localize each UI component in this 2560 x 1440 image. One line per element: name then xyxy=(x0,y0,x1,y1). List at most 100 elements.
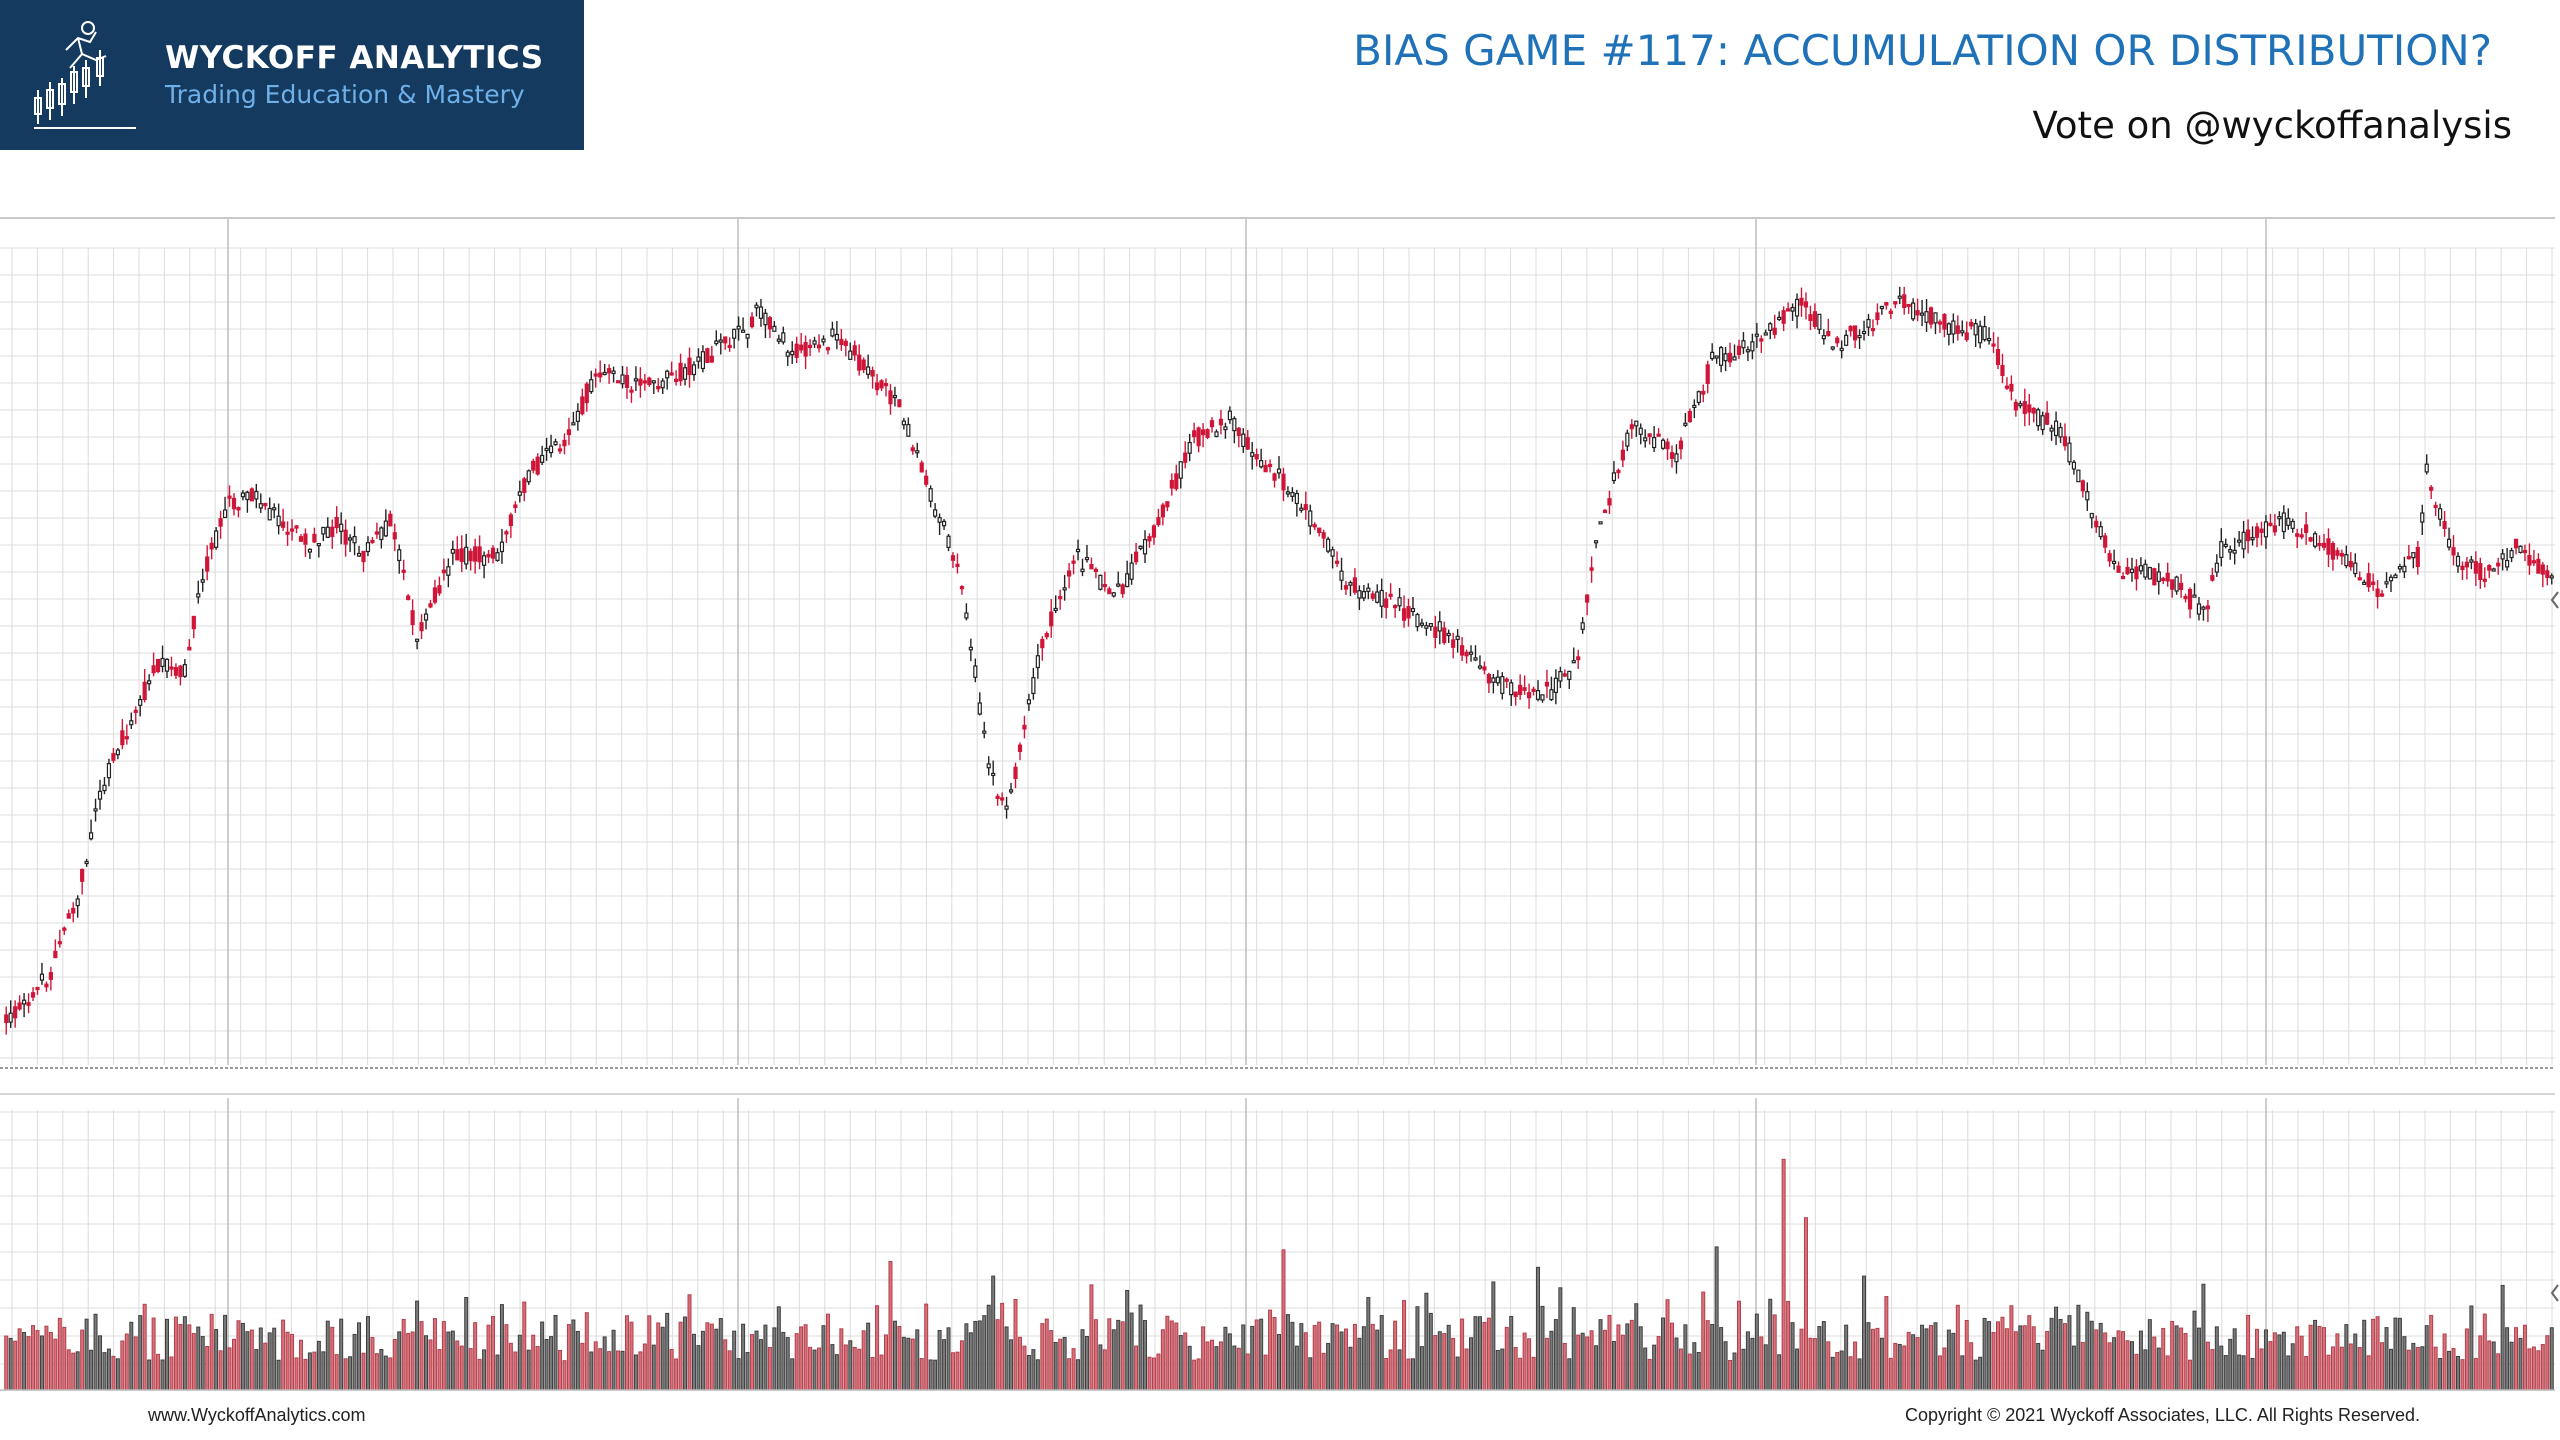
candle-body xyxy=(1357,590,1362,599)
candle-body xyxy=(1995,349,2001,366)
volume-bar xyxy=(629,1321,634,1391)
candle-body xyxy=(1410,607,1416,613)
candle-body xyxy=(2513,538,2519,549)
volume-bar xyxy=(1616,1324,1621,1391)
candle-body xyxy=(1705,364,1710,384)
volume-bar xyxy=(1022,1345,1027,1391)
volume-bar xyxy=(1594,1345,1599,1391)
volume-bar xyxy=(2040,1349,2045,1391)
candle-body xyxy=(1299,507,1304,511)
candle-body xyxy=(236,507,241,511)
candle-body xyxy=(772,325,777,332)
volume-bar xyxy=(1169,1320,1174,1391)
volume-bar xyxy=(1745,1331,1750,1391)
candle-body xyxy=(1777,316,1782,321)
volume-bar xyxy=(624,1315,629,1391)
candle-body xyxy=(910,447,915,452)
candle-body xyxy=(732,328,737,339)
candle-body xyxy=(580,396,585,415)
candle-body xyxy=(191,615,196,630)
candle-body xyxy=(1817,313,1822,330)
volume-bar xyxy=(544,1339,549,1391)
volume-bar xyxy=(1013,1298,1018,1391)
candle-body xyxy=(2125,566,2130,575)
price-candles xyxy=(4,286,2554,1035)
candle-body xyxy=(2170,579,2175,590)
chart-subtitle: Vote on @wyckoffanalysis xyxy=(2032,104,2512,147)
volume-bar xyxy=(2058,1318,2063,1391)
volume-bar xyxy=(959,1340,964,1391)
volume-bar xyxy=(1040,1323,1045,1391)
volume-bar xyxy=(2487,1340,2492,1391)
volume-bar xyxy=(924,1303,929,1391)
volume-bar xyxy=(1473,1316,1478,1391)
candle-body xyxy=(1803,301,1809,308)
candle-body xyxy=(611,370,616,375)
candle-body xyxy=(406,595,411,601)
volume-bar xyxy=(223,1314,228,1391)
candle-body xyxy=(1669,452,1675,459)
volume-bar xyxy=(1049,1330,1054,1391)
volume-bar xyxy=(638,1351,643,1391)
candle-body xyxy=(2451,547,2456,556)
volume-bar xyxy=(1464,1348,1469,1391)
candle-body xyxy=(633,378,639,382)
volume-bar xyxy=(669,1348,674,1391)
volume-bar xyxy=(852,1346,857,1391)
volume-bar xyxy=(1964,1319,1969,1391)
candle-body xyxy=(2004,385,2010,389)
candle-body xyxy=(2049,427,2054,432)
volume-bar xyxy=(607,1351,612,1391)
candle-body xyxy=(1924,311,1929,323)
candle-body xyxy=(1241,433,1246,448)
candle-body xyxy=(1589,567,1594,571)
volume-bar xyxy=(1017,1336,1022,1391)
candle-body xyxy=(88,832,94,840)
volume-bar xyxy=(1446,1324,1451,1391)
candle-body xyxy=(1071,560,1076,564)
candle-body xyxy=(1710,351,1715,360)
candle-body xyxy=(1580,622,1585,630)
volume-bar xyxy=(1067,1358,1072,1391)
candle-body xyxy=(1692,404,1697,409)
volume-bar xyxy=(424,1335,429,1391)
volume-bar xyxy=(700,1330,705,1391)
volume-bar xyxy=(2505,1327,2510,1391)
candle-body xyxy=(2272,525,2277,533)
candle-body xyxy=(2036,409,2041,427)
candle-body xyxy=(1768,323,1773,331)
candle-body xyxy=(1607,498,1612,506)
candle-body xyxy=(173,667,179,676)
candle-body xyxy=(669,372,674,376)
candle-body xyxy=(1370,593,1375,599)
candle-body xyxy=(638,378,643,386)
candle-body xyxy=(1326,538,1331,552)
candle-body xyxy=(205,556,210,572)
candle-body xyxy=(1442,627,1447,644)
candle-body xyxy=(1786,308,1791,312)
volume-bar xyxy=(191,1333,196,1391)
volume-bar xyxy=(459,1345,464,1391)
candle-body xyxy=(2536,558,2541,574)
volume-bar xyxy=(727,1350,732,1391)
volume-bar xyxy=(2125,1340,2130,1391)
candle-body xyxy=(2071,461,2077,470)
volume-bar xyxy=(227,1347,232,1391)
candle-body xyxy=(1451,639,1456,648)
candle-body xyxy=(928,488,933,502)
volume-bar xyxy=(491,1316,496,1391)
candle-body xyxy=(66,913,71,919)
volume-bar xyxy=(2281,1331,2286,1391)
volume-bar xyxy=(937,1330,942,1391)
candle-body xyxy=(1317,527,1322,534)
candle-body xyxy=(30,992,36,998)
volume-bar xyxy=(1620,1334,1625,1391)
candle-body xyxy=(1518,684,1523,695)
candle-body xyxy=(513,504,518,509)
volume-bar xyxy=(1750,1337,1755,1391)
candle-body xyxy=(1290,492,1295,497)
volume-bar xyxy=(2272,1332,2277,1391)
volume-bar xyxy=(1285,1314,1290,1391)
footer-website[interactable]: www.WyckoffAnalytics.com xyxy=(148,1405,366,1425)
volume-bar xyxy=(540,1321,545,1391)
